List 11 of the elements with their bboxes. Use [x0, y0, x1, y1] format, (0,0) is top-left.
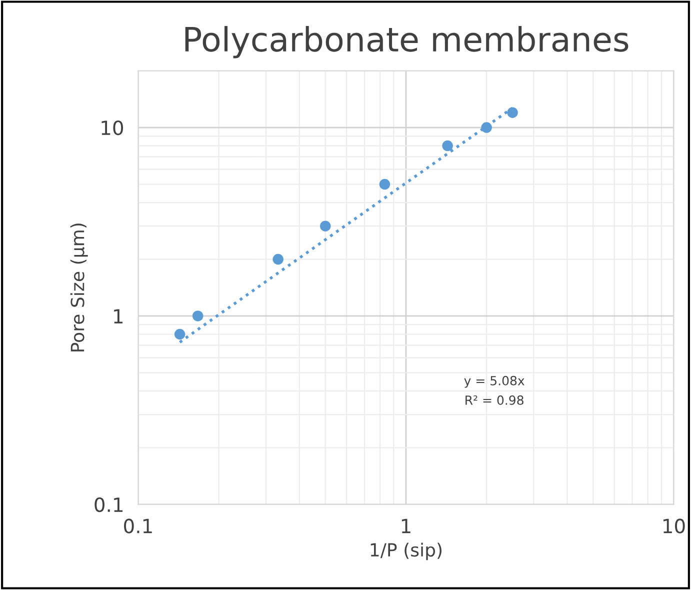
chart-title: Polycarbonate membranes	[185, 26, 628, 58]
y-tick-label: 10	[102, 120, 124, 136]
y-tick-label: 1	[114, 309, 123, 324]
y-tick-label: 0.1	[94, 497, 123, 512]
y-axis-title: Pore Size (µm)	[70, 224, 88, 352]
x-axis-title: 1/P (sip)	[370, 542, 442, 560]
x-tick-label: 0.1	[124, 518, 152, 534]
x-tick-label: 1	[402, 518, 410, 534]
annotation: y = 5.08x	[464, 376, 524, 388]
x-tick-label: 10	[663, 518, 685, 534]
annotation: R² = 0.98	[466, 395, 524, 405]
